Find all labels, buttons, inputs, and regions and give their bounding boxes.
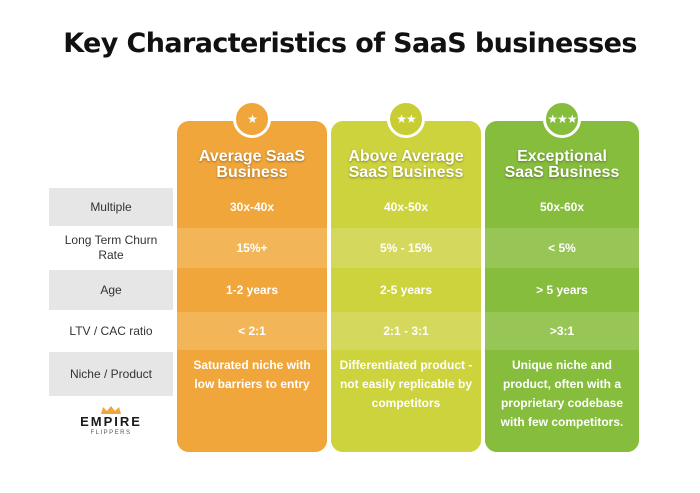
cell-multiple: 40x-50x bbox=[331, 188, 481, 226]
column-header: Average SaaS Business bbox=[198, 148, 306, 181]
column-header: Above Average SaaS Business bbox=[348, 148, 464, 181]
cell-ltv-cac: < 2:1 bbox=[177, 312, 327, 350]
star-badge-exceptional: ★★★ bbox=[543, 100, 581, 138]
cell-churn: 5% - 15% bbox=[331, 228, 481, 268]
cell-age: > 5 years bbox=[485, 270, 639, 310]
cell-age: 2-5 years bbox=[331, 270, 481, 310]
column-header: Exceptional SaaS Business bbox=[504, 148, 620, 181]
row-label-age: Age bbox=[49, 270, 173, 310]
cell-niche: Saturated niche with low barriers to ent… bbox=[177, 352, 327, 452]
empire-flippers-logo: EMPIRE FLIPPERS bbox=[76, 405, 146, 445]
cell-niche: Differentiated product - not easily repl… bbox=[331, 352, 481, 452]
row-label-churn: Long Term Churn Rate bbox=[64, 233, 158, 262]
cell-multiple: 50x-60x bbox=[485, 188, 639, 226]
star-icon: ★★ bbox=[396, 112, 416, 126]
column-exceptional: Exceptional SaaS Business 50x-60x < 5% >… bbox=[485, 121, 639, 452]
cell-ltv-cac: 2:1 - 3:1 bbox=[331, 312, 481, 350]
row-label-multiple: Multiple bbox=[49, 188, 173, 226]
page-title: Key Characteristics of SaaS businesses bbox=[63, 28, 637, 59]
cell-churn: < 5% bbox=[485, 228, 639, 268]
crown-icon bbox=[101, 406, 121, 414]
cell-ltv-cac: >3:1 bbox=[485, 312, 639, 350]
row-label-ltv-cac: LTV / CAC ratio bbox=[69, 323, 153, 338]
star-icon: ★★★ bbox=[547, 112, 577, 126]
cell-age: 1-2 years bbox=[177, 270, 327, 310]
column-average: Average SaaS Business 30x-40x 15%+ 1-2 y… bbox=[177, 121, 327, 452]
row-label-niche: Niche / Product bbox=[49, 352, 173, 396]
cell-niche: Unique niche and product, often with a p… bbox=[485, 352, 639, 452]
star-badge-average: ★ bbox=[233, 100, 271, 138]
star-badge-above-average: ★★ bbox=[387, 100, 425, 138]
cell-multiple: 30x-40x bbox=[177, 188, 327, 226]
star-icon: ★ bbox=[247, 112, 258, 126]
column-above-average: Above Average SaaS Business 40x-50x 5% -… bbox=[331, 121, 481, 452]
cell-churn: 15%+ bbox=[177, 228, 327, 268]
